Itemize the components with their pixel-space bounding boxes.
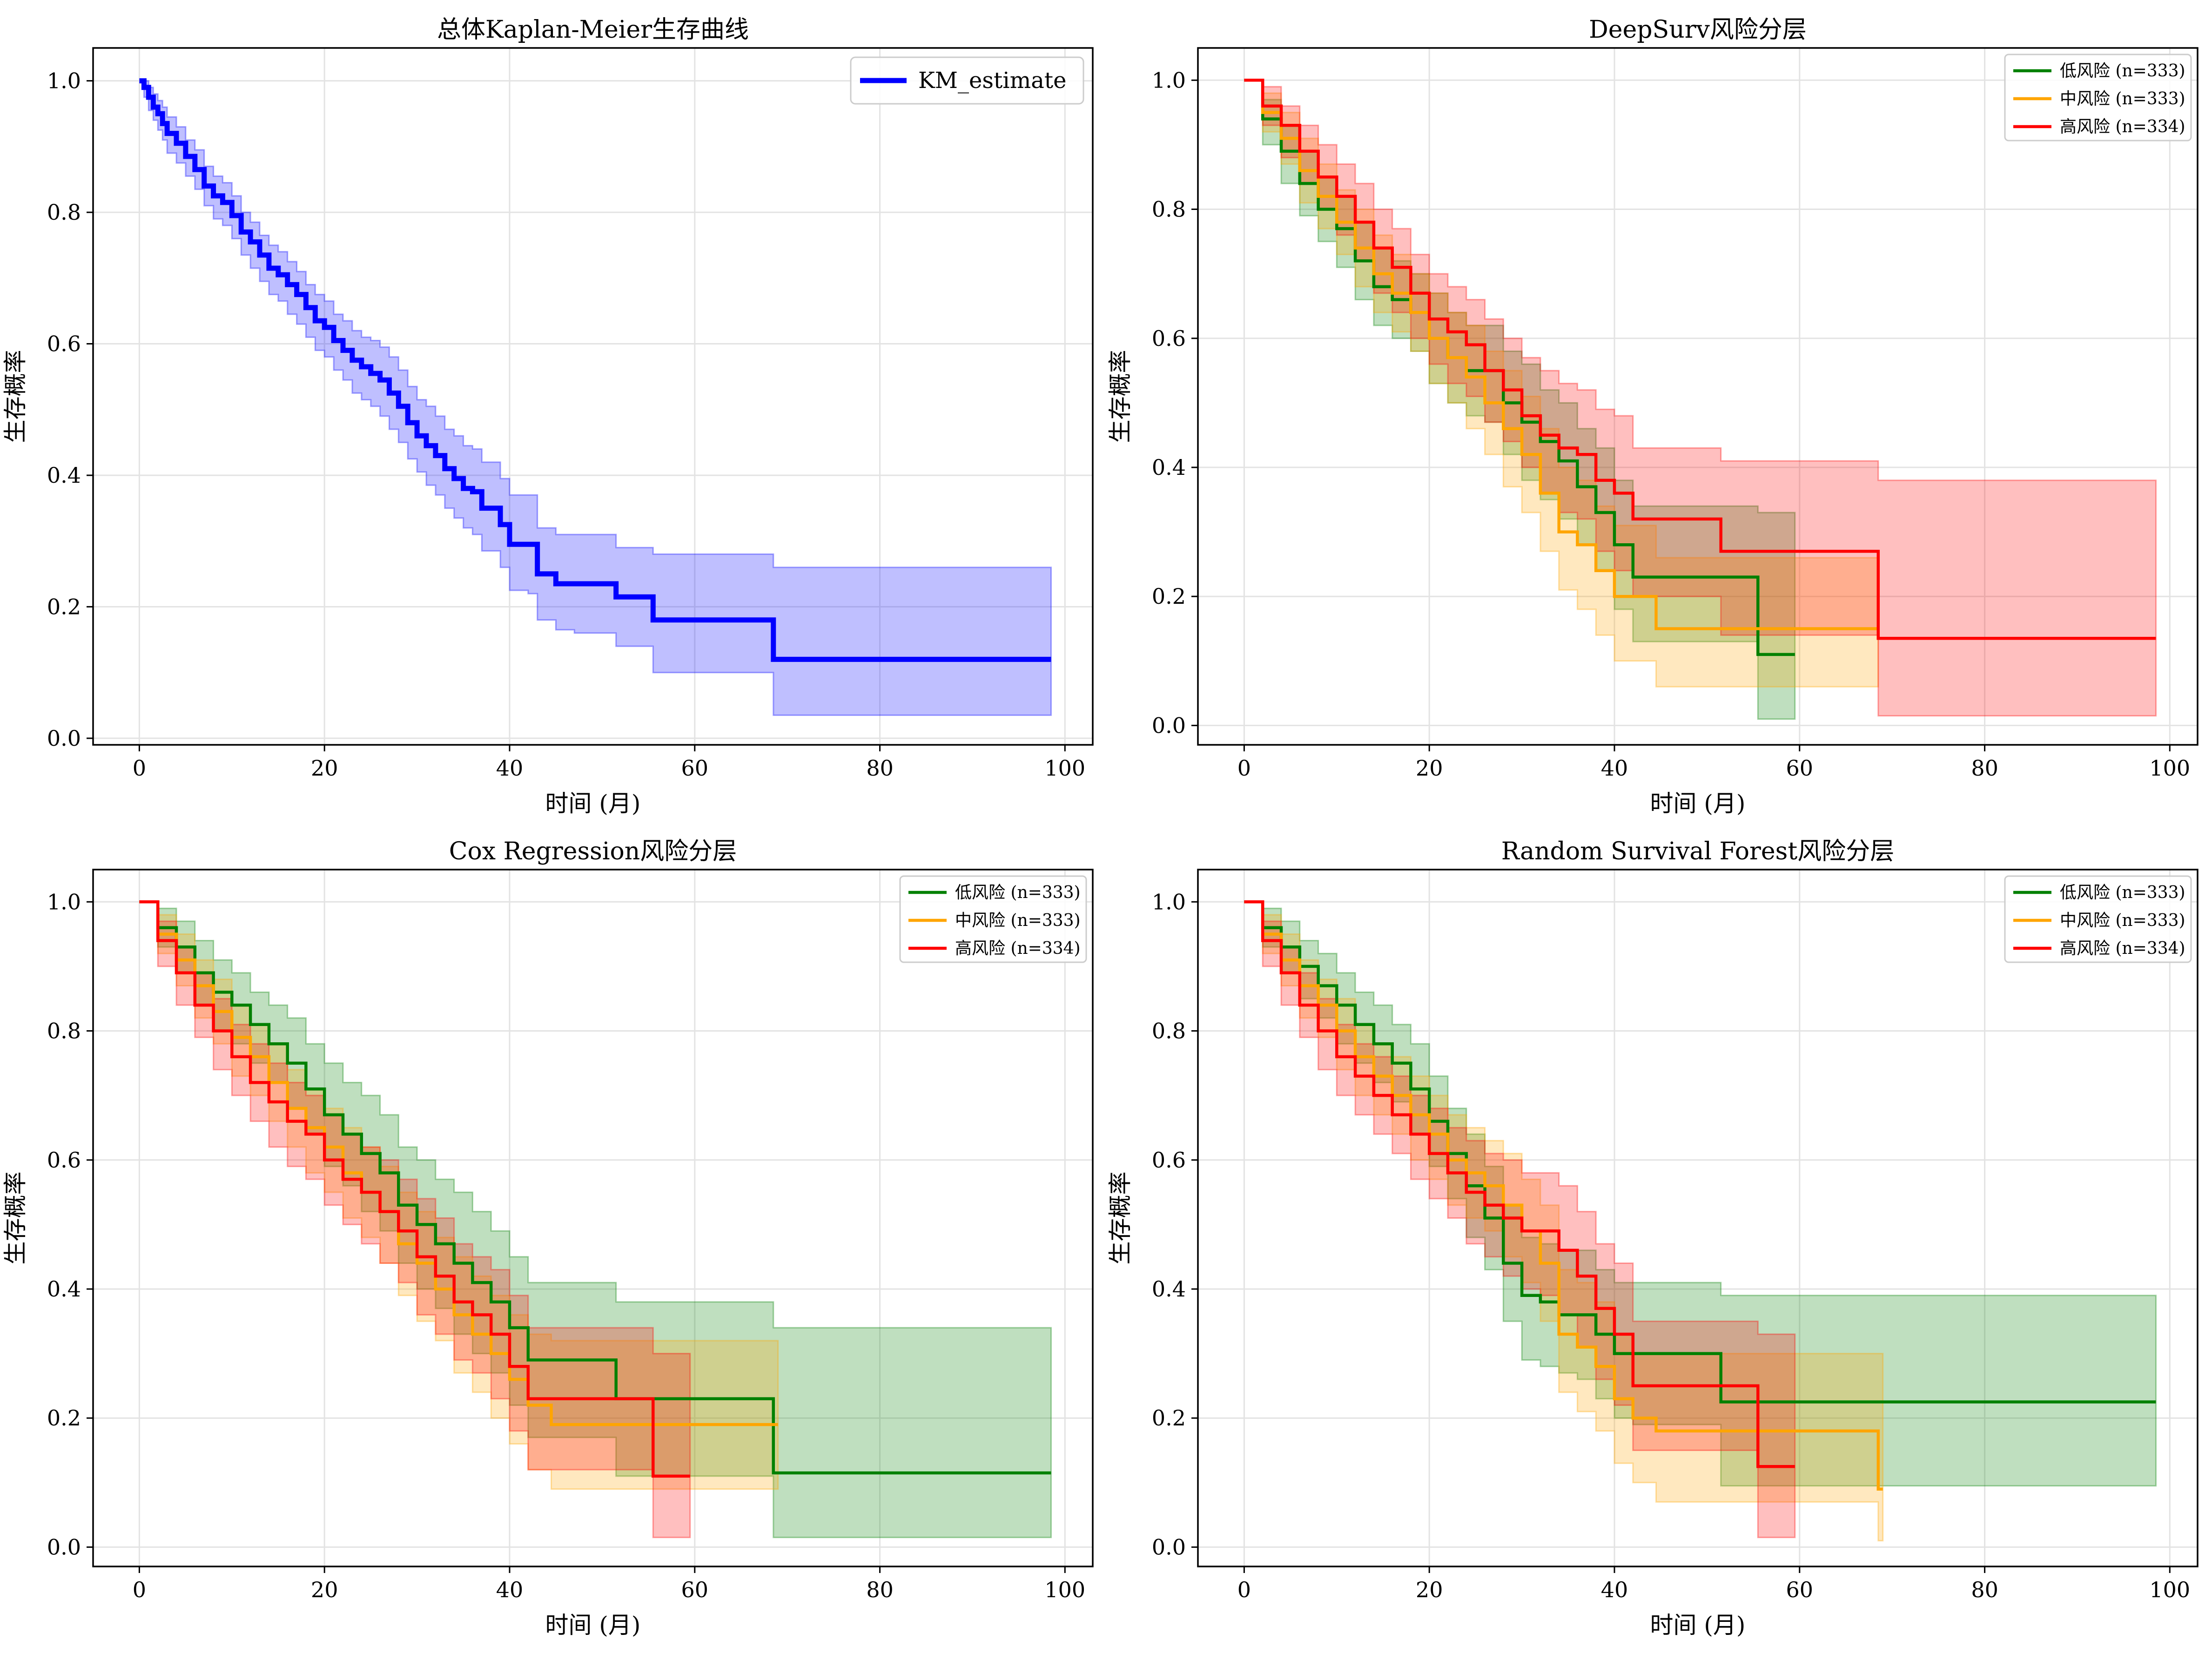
chart-panel-1: 0 20 40 60 80 100 0.0 0.2 0.4 0.6 0.8 1.0 总体Kaplan-M… bbox=[2, 16, 1094, 817]
x-tick-label: 80 bbox=[866, 756, 894, 781]
y-tick-label: 0.8 bbox=[1152, 197, 1186, 222]
y-tick-label: 0.4 bbox=[1152, 1276, 1186, 1302]
legend: 低风险 (n=333) 中风险 (n=333) 高风险 (n=334) bbox=[2004, 54, 2192, 142]
survival-line-3 bbox=[1244, 900, 1795, 1468]
x-tick-label: 100 bbox=[1044, 1577, 1085, 1602]
x-tick-label: 20 bbox=[1416, 1577, 1443, 1602]
ci-band-3 bbox=[139, 901, 691, 1539]
y-tick-label: 0.6 bbox=[47, 1148, 81, 1173]
survival-line-2 bbox=[1244, 900, 1883, 1491]
y-axis-label: 生存概率 bbox=[1107, 350, 1134, 443]
x-tick-label: 20 bbox=[1416, 756, 1443, 781]
y-tick-label: 0.4 bbox=[47, 463, 81, 488]
survival-line-3 bbox=[1244, 79, 2156, 640]
ci-band-1 bbox=[1244, 901, 2157, 1487]
y-tick-label: 0.2 bbox=[1152, 584, 1186, 609]
x-tick-label: 0 bbox=[1237, 756, 1251, 781]
chart-title: DeepSurv风险分层 bbox=[1589, 16, 1807, 44]
x-tick-label: 40 bbox=[1601, 756, 1628, 781]
x-tick-label: 40 bbox=[1601, 1577, 1628, 1602]
x-axis-label: 时间 (月) bbox=[545, 1612, 641, 1639]
survival-line-3 bbox=[139, 900, 690, 1478]
y-tick-label: 0.2 bbox=[47, 594, 81, 619]
ci-band-1 bbox=[139, 80, 1052, 716]
chart-panel-4: 0 20 40 60 80 100 0.0 0.2 0.4 0.6 0.8 1.0 Random Sur… bbox=[1107, 837, 2199, 1639]
y-tick-label: 0.2 bbox=[47, 1405, 81, 1431]
x-axis-label: 时间 (月) bbox=[1650, 790, 1746, 817]
legend: KM_estimate bbox=[850, 56, 1084, 105]
x-tick-label: 0 bbox=[133, 1577, 146, 1602]
y-tick-label: 0.8 bbox=[47, 1019, 81, 1044]
legend-box bbox=[850, 56, 1084, 105]
y-tick-label: 0.8 bbox=[47, 200, 81, 225]
legend-label: 低风险 (n=333) bbox=[2060, 883, 2185, 902]
survival-line-1 bbox=[139, 78, 1051, 662]
x-tick-label: 100 bbox=[2149, 1577, 2190, 1602]
chart-panel-2: 0 20 40 60 80 100 0.0 0.2 0.4 0.6 0.8 1.0 DeepSurv风险… bbox=[1107, 16, 2199, 817]
y-tick-label: 0.8 bbox=[1152, 1019, 1186, 1044]
legend-label: 高风险 (n=334) bbox=[2060, 117, 2185, 136]
y-tick-label: 0.4 bbox=[1152, 455, 1186, 480]
x-tick-label: 60 bbox=[1786, 756, 1814, 781]
x-tick-label: 20 bbox=[311, 756, 338, 781]
legend-label: 中风险 (n=333) bbox=[2060, 911, 2185, 930]
x-tick-label: 40 bbox=[496, 1577, 524, 1602]
y-tick-label: 0.6 bbox=[47, 331, 81, 357]
y-tick-label: 0.2 bbox=[1152, 1405, 1186, 1431]
plot-frame bbox=[92, 869, 1094, 1567]
x-tick-label: 60 bbox=[681, 1577, 709, 1602]
x-tick-label: 80 bbox=[1971, 1577, 1998, 1602]
plot-frame bbox=[1197, 47, 2199, 746]
chart-title: 总体Kaplan-Meier生存曲线 bbox=[437, 16, 749, 44]
legend: 低风险 (n=333) 中风险 (n=333) 高风险 (n=334) bbox=[899, 875, 1087, 963]
x-tick-label: 80 bbox=[866, 1577, 894, 1602]
x-tick-label: 20 bbox=[311, 1577, 338, 1602]
y-tick-label: 0.0 bbox=[47, 1534, 81, 1559]
chart-title: Cox Regression风险分层 bbox=[449, 837, 737, 865]
y-tick-label: 0.4 bbox=[47, 1276, 81, 1302]
plot-frame bbox=[92, 47, 1094, 746]
ci-band-3 bbox=[1244, 79, 2157, 717]
x-tick-label: 100 bbox=[1044, 756, 1085, 781]
x-tick-label: 0 bbox=[1237, 1577, 1251, 1602]
chart-title: Random Survival Forest风险分层 bbox=[1501, 837, 1895, 865]
y-tick-label: 1.0 bbox=[47, 889, 81, 914]
y-tick-label: 0.6 bbox=[1152, 1148, 1186, 1173]
legend-label: 中风险 (n=333) bbox=[955, 911, 1081, 930]
y-tick-label: 0.0 bbox=[1152, 1534, 1186, 1559]
x-axis-label: 时间 (月) bbox=[545, 790, 641, 817]
x-tick-label: 60 bbox=[681, 756, 709, 781]
plot-frame bbox=[1197, 869, 2199, 1567]
legend-label: 低风险 (n=333) bbox=[2060, 61, 2185, 81]
legend-label: KM_estimate bbox=[918, 68, 1067, 94]
x-tick-label: 0 bbox=[133, 756, 146, 781]
y-tick-label: 1.0 bbox=[1152, 68, 1186, 93]
y-axis-label: 生存概率 bbox=[2, 350, 29, 443]
legend-box bbox=[2004, 875, 2192, 963]
x-tick-label: 60 bbox=[1786, 1577, 1814, 1602]
y-tick-label: 0.0 bbox=[47, 726, 81, 751]
x-tick-label: 40 bbox=[496, 756, 524, 781]
legend-box bbox=[2004, 54, 2192, 142]
y-axis-label: 生存概率 bbox=[1107, 1172, 1134, 1265]
legend-label: 高风险 (n=334) bbox=[2060, 939, 2185, 958]
legend-label: 中风险 (n=333) bbox=[2060, 89, 2185, 108]
legend-label: 低风险 (n=333) bbox=[955, 883, 1081, 902]
x-tick-label: 80 bbox=[1971, 756, 1998, 781]
survival-line-2 bbox=[1244, 79, 1878, 630]
y-axis-label: 生存概率 bbox=[2, 1172, 29, 1265]
x-tick-label: 100 bbox=[2149, 756, 2190, 781]
y-tick-label: 0.6 bbox=[1152, 326, 1186, 351]
y-tick-label: 0.0 bbox=[1152, 713, 1186, 738]
legend: 低风险 (n=333) 中风险 (n=333) 高风险 (n=334) bbox=[2004, 875, 2192, 963]
y-tick-label: 1.0 bbox=[1152, 889, 1186, 914]
survival-line-2 bbox=[139, 900, 778, 1426]
legend-box bbox=[899, 875, 1087, 963]
legend-label: 高风险 (n=334) bbox=[955, 939, 1081, 958]
chart-panel-3: 0 20 40 60 80 100 0.0 0.2 0.4 0.6 0.8 1.0 Cox Regres… bbox=[2, 837, 1094, 1639]
x-axis-label: 时间 (月) bbox=[1650, 1612, 1746, 1639]
y-tick-label: 1.0 bbox=[47, 68, 81, 94]
